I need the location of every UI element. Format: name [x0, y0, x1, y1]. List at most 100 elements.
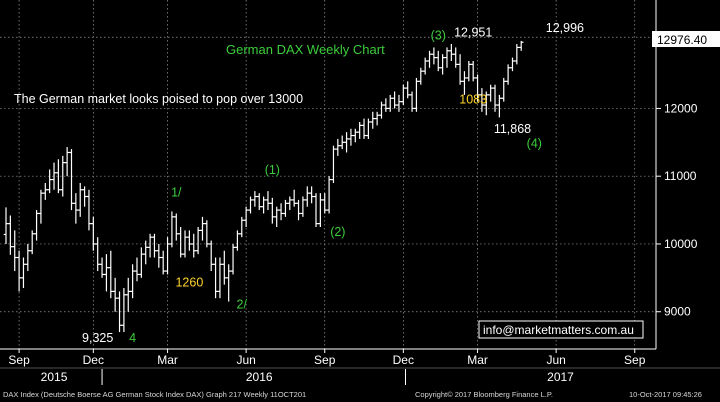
ohlc-bar — [8, 215, 13, 255]
x-year-label: 2017 — [547, 370, 574, 384]
ohlc-bar — [379, 101, 384, 119]
ohlc-bar — [470, 60, 476, 82]
ohlc-bar — [492, 84, 498, 112]
ohlc-bar — [435, 50, 441, 72]
ohlc-bar — [352, 128, 358, 143]
ohlc-bar — [370, 111, 376, 129]
ohlc-bar — [374, 111, 380, 126]
x-year-label: 2015 — [41, 370, 68, 384]
ohlc-bar — [3, 207, 9, 244]
ohlc-bar — [56, 159, 61, 194]
ohlc-bar — [326, 176, 332, 214]
annotations: 9,325 4 1/1260 2/ (1) (2) (3) 12,951 1083 12,996 1… — [82, 21, 584, 345]
price-bars — [3, 40, 524, 333]
x-month-label: Dec — [393, 353, 414, 367]
ohlc-bar — [248, 196, 253, 214]
footer-bar: DAX Index (Deutsche Boerse AG German Sto… — [0, 386, 720, 402]
ohlc-bar — [265, 191, 271, 211]
ohlc-bar — [296, 199, 301, 221]
x-month-label: Jun — [546, 353, 565, 367]
ohlc-bar — [12, 230, 18, 272]
x-month-label: Sep — [314, 353, 336, 367]
ohlc-bar — [69, 149, 74, 211]
ohlc-bar — [409, 91, 415, 112]
x-month-label: Sep — [8, 353, 30, 367]
chart-annotation: 12,951 — [454, 26, 492, 40]
ohlc-bar — [422, 57, 428, 75]
email-box — [478, 320, 644, 339]
y-tick-label: 9000 — [664, 305, 691, 319]
x-month-label: Sep — [624, 353, 646, 367]
ohlc-bar — [313, 193, 319, 228]
ohlc-bar — [270, 197, 275, 224]
x-month-label: Dec — [83, 353, 104, 367]
ohlc-bar — [86, 189, 92, 231]
ohlc-bar — [77, 182, 83, 217]
chart-annotation: (3) — [431, 28, 446, 42]
ohlc-bar — [318, 193, 323, 228]
ohlc-bar — [213, 257, 218, 299]
ohlc-bar — [278, 203, 284, 221]
ohlc-bar — [462, 71, 467, 95]
ohlc-bar — [51, 162, 57, 190]
ohlc-bar — [396, 94, 402, 112]
ohlc-bar — [505, 64, 511, 85]
ohlc-bar — [165, 237, 170, 275]
ohlc-bar — [91, 216, 96, 251]
ohlc-bar — [82, 186, 87, 207]
ohlc-bar — [387, 94, 393, 112]
ohlc-bar — [418, 67, 424, 85]
ohlc-bar — [21, 257, 26, 289]
ohlc-bar — [191, 233, 197, 258]
last-price-box — [652, 31, 720, 47]
ohlc-bar — [108, 250, 114, 299]
ohlc-bar — [226, 264, 231, 302]
ohlc-bar — [466, 60, 472, 82]
ohlc-bar — [405, 81, 410, 99]
ohlc-bar — [187, 230, 192, 251]
ohlc-bar — [16, 250, 22, 292]
ohlc-bar — [156, 243, 162, 268]
ohlc-bar — [427, 50, 432, 68]
ohlc-bar — [160, 250, 166, 275]
ohlc-bar — [60, 155, 66, 197]
y-tick-label: 11000 — [664, 169, 697, 183]
ohlc-bar — [178, 227, 183, 258]
ohlc-bar — [239, 216, 245, 238]
ohlc-bar — [147, 233, 153, 258]
ohlc-bar — [204, 220, 210, 248]
ohlc-bar — [152, 233, 157, 258]
email-text: info@marketmatters.com.au — [483, 323, 634, 337]
ohlc-bar — [104, 254, 109, 292]
ohlc-bar — [134, 257, 140, 282]
ohlc-bar — [488, 84, 493, 102]
chart-annotation: 4 — [129, 331, 136, 345]
ohlc-bar — [47, 169, 52, 194]
ohlc-bar — [322, 193, 328, 214]
ohlc-bar — [274, 206, 280, 228]
ohlc-bar — [510, 57, 515, 72]
ohlc-bar — [222, 250, 227, 285]
axes: 9000 10000 11000 12000 Sep Dec Mar Jun Sep Dec Mar… — [0, 0, 720, 385]
ohlc-bar — [130, 264, 135, 299]
ohlc-bar — [366, 118, 371, 139]
chart-subtitle: The German market looks poised to pop ov… — [14, 92, 303, 106]
ohlc-bar — [29, 230, 35, 255]
grid-lines — [0, 0, 656, 349]
ohlc-bar — [479, 88, 485, 112]
chart-annotation: 11,868 — [494, 122, 531, 136]
ohlc-bar — [291, 189, 297, 207]
y-tick-label: 10000 — [664, 237, 698, 251]
ohlc-bar — [261, 196, 266, 214]
ohlc-bar — [348, 128, 354, 146]
ohlc-bar — [431, 47, 437, 65]
ohlc-bar — [235, 230, 240, 251]
ohlc-bar — [414, 77, 419, 112]
ohlc-bar — [182, 230, 188, 258]
ohlc-bar — [501, 77, 507, 102]
ohlc-bar — [121, 288, 127, 333]
ohlc-bar — [331, 145, 336, 183]
ohlc-bar — [309, 186, 314, 204]
ohlc-bar — [195, 227, 201, 255]
